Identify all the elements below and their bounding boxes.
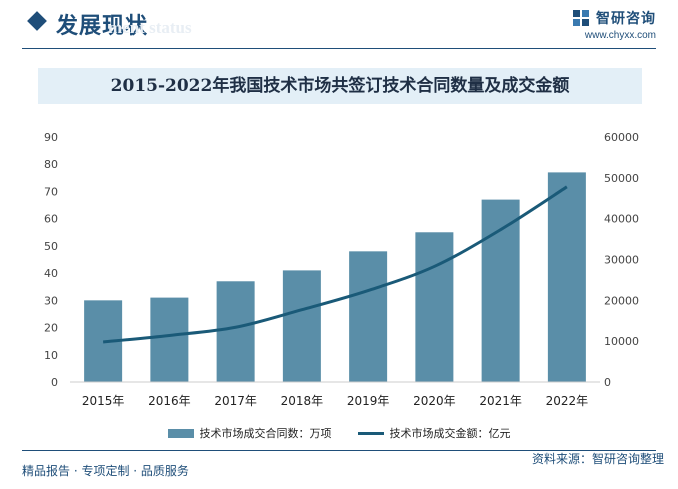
brand-url: www.chyxx.com <box>584 30 656 41</box>
footer-divider <box>22 450 656 451</box>
legend-swatch-bar <box>167 428 194 438</box>
x-tick-6: 2021年 <box>479 394 522 408</box>
brand-name: 智研咨询 <box>596 11 656 27</box>
section-subtitle: ment status <box>108 18 192 37</box>
y-right-tick-3: 30000 <box>604 254 639 267</box>
y-left-tick-4: 40 <box>44 267 58 280</box>
footer-slogan: 精品报告 · 专项定制 · 品质服务 <box>22 464 189 478</box>
section-title: 发展现状 <box>56 14 149 39</box>
legend-label-line: 技术市场成交金额：亿元 <box>389 427 511 440</box>
bar-7 <box>547 172 586 382</box>
legend: 技术市场成交合同数：万项 技术市场成交金额：亿元 <box>0 425 678 441</box>
footer: 资料来源：智研咨询整理 精品报告 · 专项定制 · 品质服务 <box>0 450 678 489</box>
bar-2 <box>216 281 255 382</box>
bar-6 <box>481 199 520 382</box>
brand: 智研咨询 www.chyxx.com <box>572 8 656 41</box>
bar-1 <box>150 297 189 382</box>
x-tick-0: 2015年 <box>82 394 125 408</box>
bar-3 <box>282 270 321 382</box>
legend-swatch-line <box>357 431 384 435</box>
legend-item-line: 技术市场成交金额：亿元 <box>357 425 511 441</box>
line-series-amount <box>102 185 568 344</box>
y-right-tick-6: 60000 <box>604 131 639 144</box>
y-right-tick-2: 20000 <box>604 294 639 307</box>
y-left-tick-5: 50 <box>44 240 58 253</box>
chart-title: 2015-2022年我国技术市场共签订技术合同数量及成交金额 <box>110 76 570 96</box>
x-tick-5: 2020年 <box>413 394 456 408</box>
y-right-tick-4: 40000 <box>604 213 639 226</box>
x-tick-7: 2022年 <box>546 394 589 408</box>
y-left-tick-8: 80 <box>44 158 58 171</box>
header: 发展现状 ment status 智研咨询 www.chyxx.com <box>0 0 678 50</box>
y-right-tick-1: 10000 <box>604 335 639 348</box>
bar-5 <box>415 232 454 382</box>
y-left-tick-1: 10 <box>44 349 58 362</box>
x-tick-4: 2019年 <box>347 394 390 408</box>
y-right-tick-0: 0 <box>604 376 611 389</box>
y-left-tick-2: 20 <box>44 322 58 335</box>
legend-item-bar: 技术市场成交合同数：万项 <box>167 425 332 441</box>
x-tick-2: 2017年 <box>214 394 257 408</box>
y-right-tick-5: 50000 <box>604 172 639 185</box>
brand-logo-icon <box>573 10 589 26</box>
chart-title-band: 2015-2022年我国技术市场共签订技术合同数量及成交金额 <box>38 68 642 104</box>
legend-label-bar: 技术市场成交合同数：万项 <box>199 427 332 440</box>
y-left-tick-3: 30 <box>44 294 58 307</box>
header-divider <box>22 48 656 49</box>
bar-4 <box>349 251 388 382</box>
y-left-tick-6: 60 <box>44 213 58 226</box>
y-left-tick-0: 0 <box>51 376 58 389</box>
x-tick-1: 2016年 <box>148 394 191 408</box>
y-left-tick-7: 70 <box>44 185 58 198</box>
source-text: 资料来源：智研咨询整理 <box>531 452 664 466</box>
y-left-tick-9: 90 <box>44 131 58 144</box>
x-tick-3: 2018年 <box>281 394 324 408</box>
